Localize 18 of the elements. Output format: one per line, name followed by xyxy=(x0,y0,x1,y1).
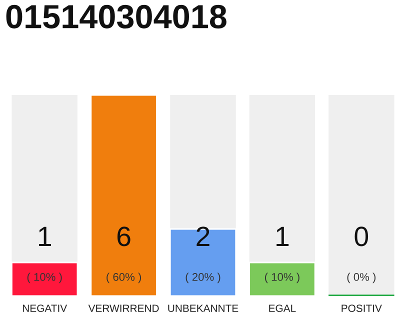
annotation: ( 60% ) xyxy=(106,272,142,284)
annotation: ( 0% ) xyxy=(347,272,376,284)
x-tick-label: EGAL xyxy=(269,304,296,312)
bar xyxy=(248,262,316,296)
annotation: ( 20% ) xyxy=(186,272,220,284)
x-tick-label: POSITIV xyxy=(342,304,382,312)
data-label: 2 xyxy=(196,226,210,246)
data-label: 0 xyxy=(354,226,368,246)
x-tick-label: VERWIRREND xyxy=(88,304,159,312)
annotation: ( 10% ) xyxy=(27,272,62,284)
x-tick-label: NEGATIV xyxy=(22,304,68,312)
data-label: 1 xyxy=(38,226,51,246)
chart-title: 015140304018 xyxy=(6,4,226,29)
bar xyxy=(11,262,78,296)
data-label: 1 xyxy=(276,226,289,246)
x-tick-label: UNBEKANNTE xyxy=(168,304,238,312)
data-label: 6 xyxy=(117,226,130,246)
annotation: ( 10% ) xyxy=(264,272,300,284)
